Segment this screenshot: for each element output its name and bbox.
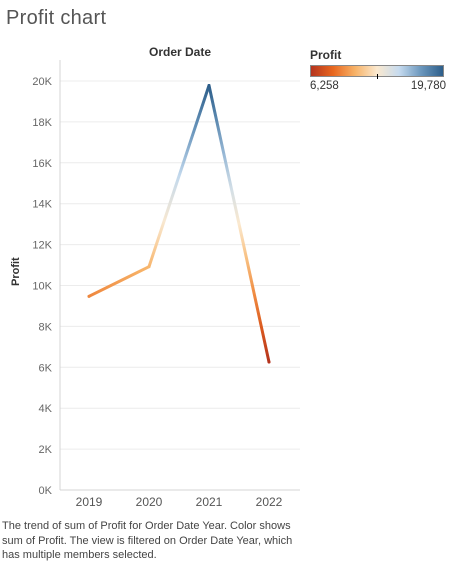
legend-min-label: 6,258 [310,80,339,92]
axes: 0K 2K 4K 6K 8K 10K 12K 14K 16K 18K 20K 2019 2020 2021… [32,60,300,509]
x-tick-label: 2022 [256,495,283,509]
legend-color-ramp [310,65,444,77]
line-segment [149,85,209,266]
x-tick-label: 2021 [196,495,223,509]
profit-series [88,84,271,364]
x-tick-label: 2019 [76,495,103,509]
y-tick-label: 20K [32,76,52,88]
y-tick-label: 10K [32,281,52,293]
y-tick-label: 18K [32,117,52,129]
color-legend[interactable]: Profit 6,258 19,780 [310,48,446,92]
chart-caption: The trend of sum of Profit for Order Dat… [2,519,302,563]
legend-title: Profit [310,48,446,62]
data-point [208,84,211,87]
y-tick-label: 14K [32,199,52,211]
y-tick-label: 6K [39,362,53,374]
data-point [268,361,271,364]
legend-midpoint-marker [377,74,378,79]
legend-max-label: 19,780 [411,80,446,92]
y-tick-label: 2K [39,444,53,456]
line-segment [89,267,149,297]
data-point [88,295,91,298]
y-tick-label: 8K [39,321,53,333]
x-tick-label: 2020 [136,495,163,509]
gridlines [60,81,300,490]
data-point [148,265,151,268]
y-tick-label: 16K [32,158,52,170]
y-tick-label: 4K [39,403,53,415]
line-segment [209,85,269,362]
y-tick-label: 0K [39,485,53,497]
y-tick-label: 12K [32,240,52,252]
